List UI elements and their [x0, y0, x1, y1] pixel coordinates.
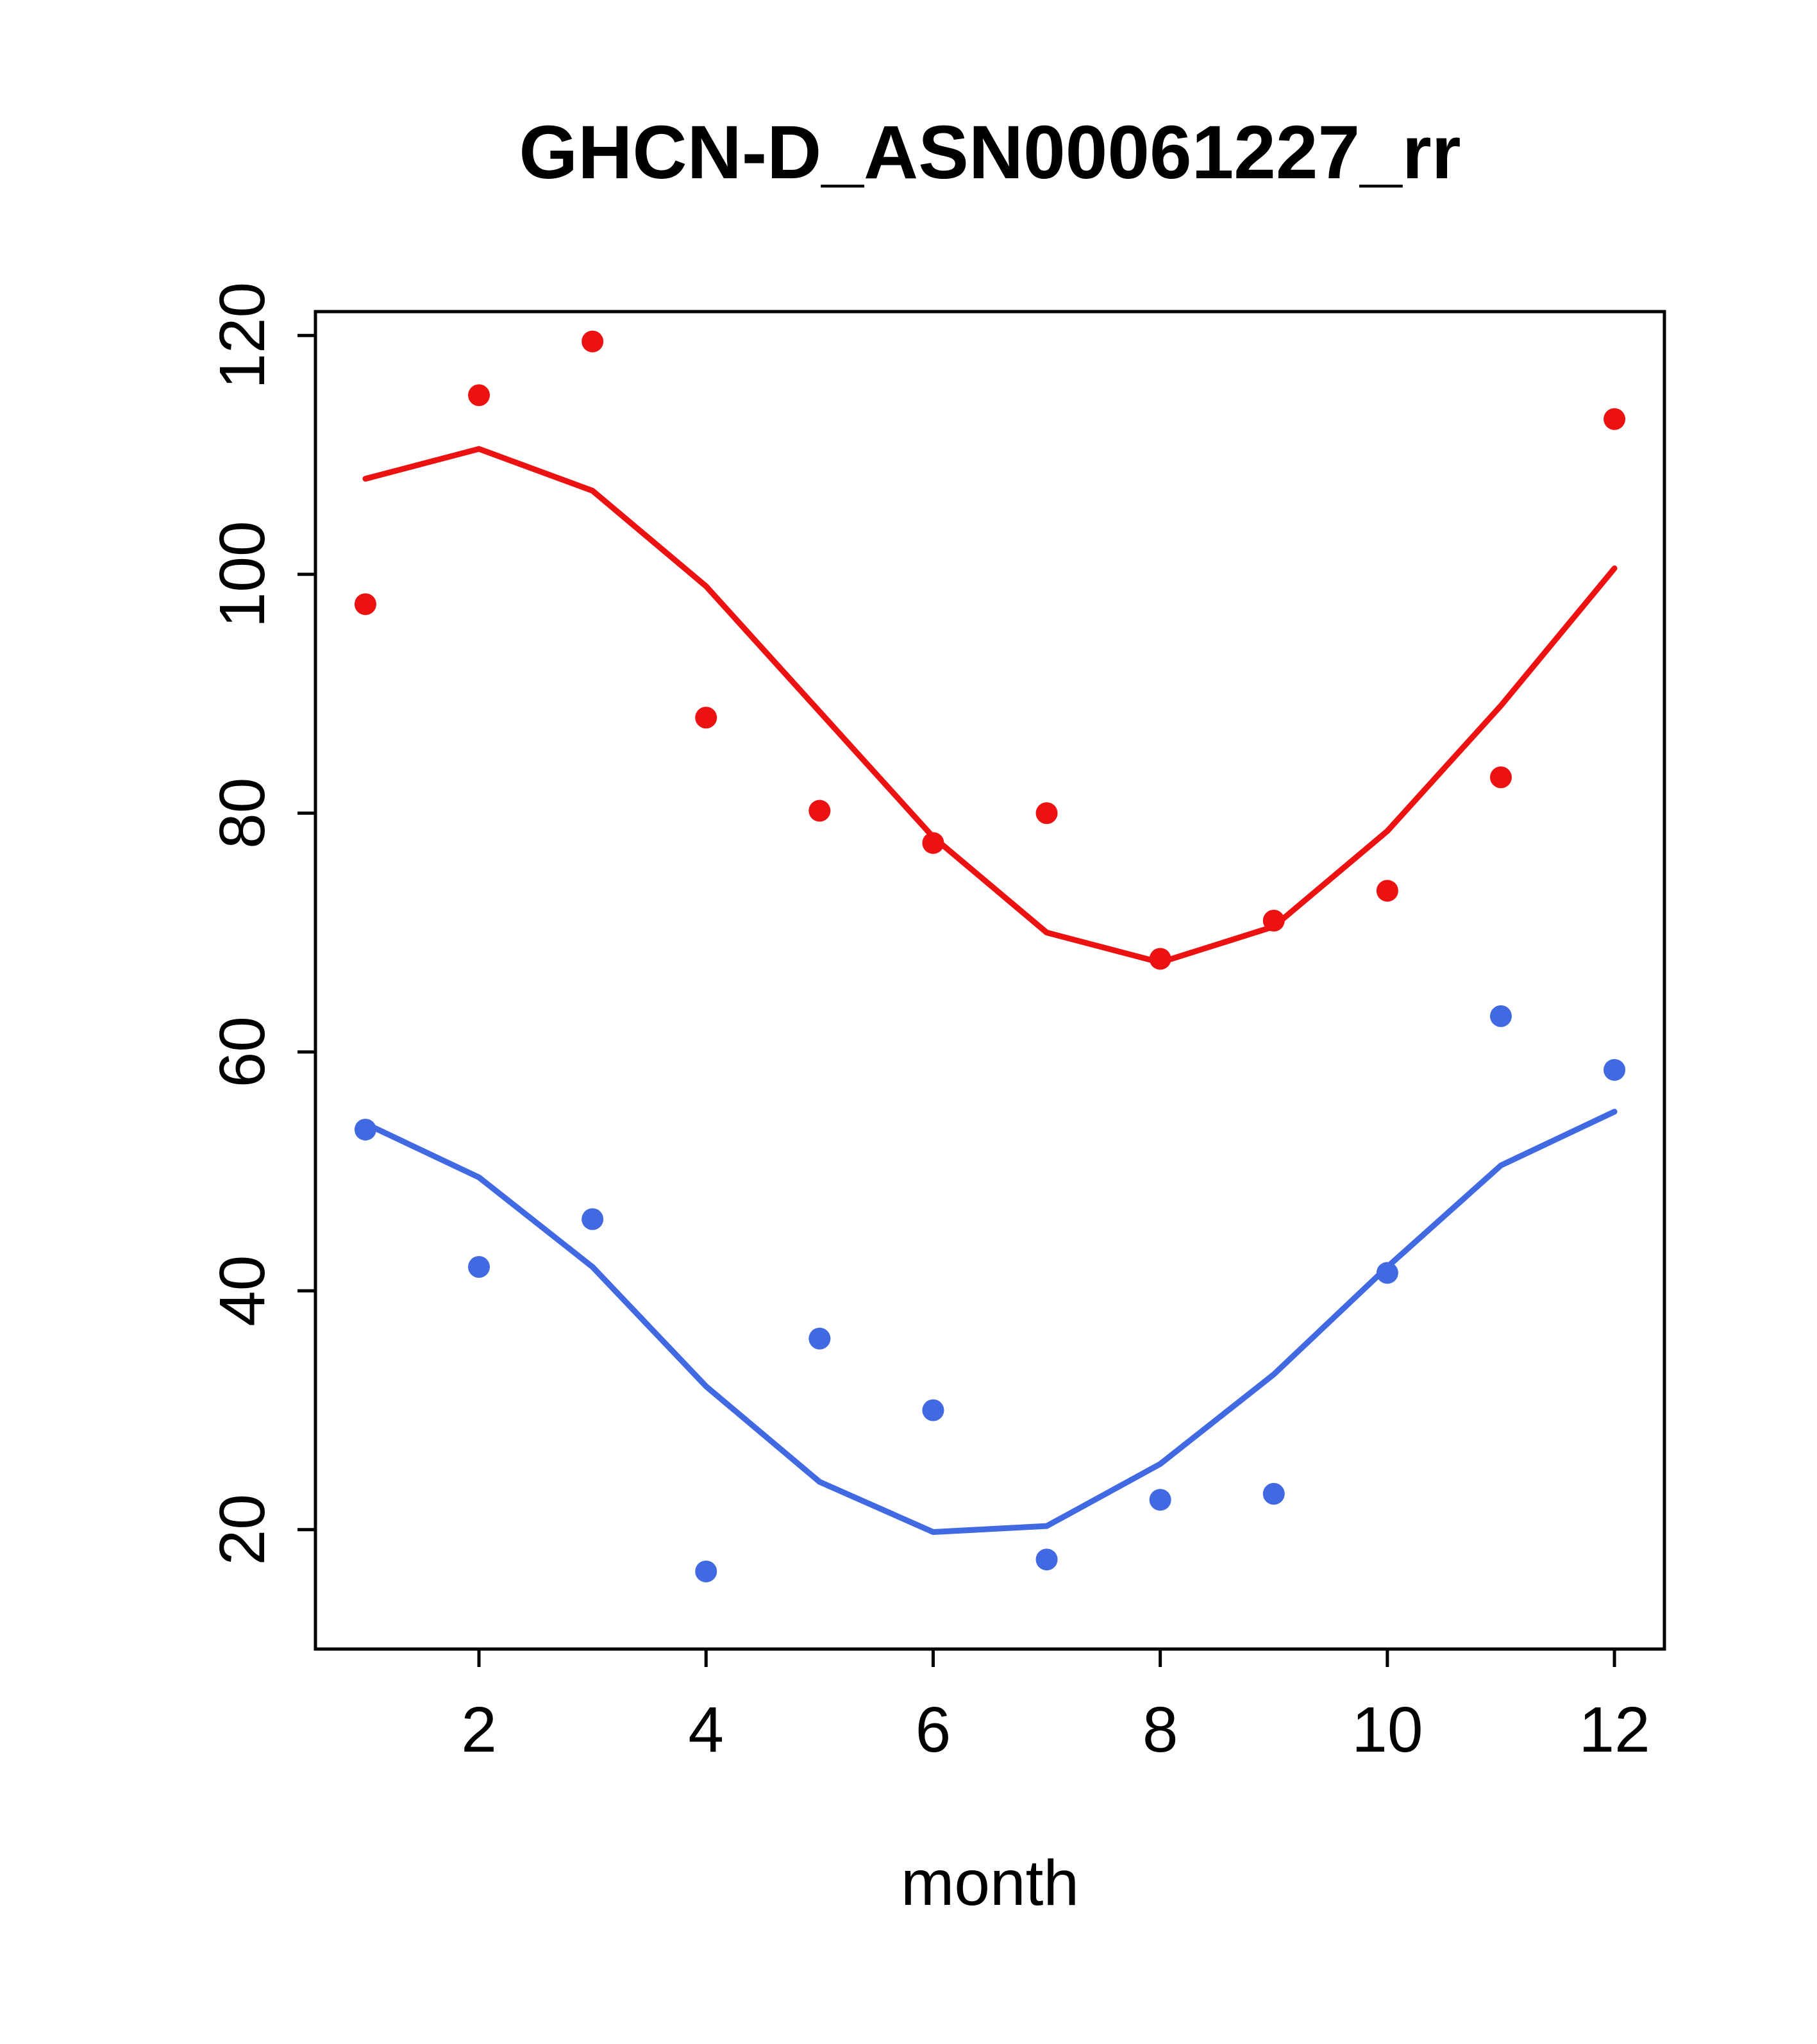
blue-point [1603, 1059, 1626, 1081]
blue-point [1262, 1482, 1285, 1505]
x-tick-label: 10 [1352, 1694, 1423, 1766]
y-tick-label: 60 [206, 1016, 278, 1087]
x-tick-label: 4 [688, 1694, 724, 1766]
red-point [1376, 880, 1398, 902]
y-tick-label: 20 [206, 1494, 278, 1565]
blue-point [808, 1327, 831, 1350]
x-tick-label: 6 [916, 1694, 951, 1766]
y-tick-label: 40 [206, 1255, 278, 1327]
blue-point [468, 1256, 490, 1278]
red-point [1603, 408, 1626, 430]
red-point [582, 330, 604, 353]
red-point [695, 707, 717, 729]
red-point [922, 832, 944, 854]
blue-point [1376, 1262, 1398, 1284]
x-tick-label: 2 [461, 1694, 497, 1766]
y-tick-label: 120 [206, 282, 278, 389]
x-tick-label: 8 [1143, 1694, 1178, 1766]
blue-point [922, 1399, 944, 1421]
blue-point [1035, 1548, 1058, 1571]
red-point [468, 384, 490, 406]
blue-trend-line [362, 1109, 1618, 1535]
y-tick-label: 100 [206, 521, 278, 628]
chart-title: GHCN-D_ASN00061227_rr [519, 110, 1461, 195]
red-point [808, 800, 831, 822]
red-point [1035, 802, 1058, 825]
blue-point [1489, 1005, 1512, 1027]
blue-point [582, 1208, 604, 1230]
red-point [1262, 909, 1285, 932]
red-point [354, 593, 376, 616]
plot-box [314, 310, 1666, 1651]
blue-point [695, 1560, 717, 1582]
red-trend-line [362, 446, 1618, 966]
x-axis-title: month [901, 1847, 1079, 1919]
red-point [1149, 948, 1171, 970]
blue-point [1149, 1489, 1171, 1511]
y-tick-label: 80 [206, 778, 278, 849]
red-point [1489, 766, 1512, 789]
blue-point [354, 1118, 376, 1141]
x-tick-label: 12 [1578, 1694, 1650, 1766]
